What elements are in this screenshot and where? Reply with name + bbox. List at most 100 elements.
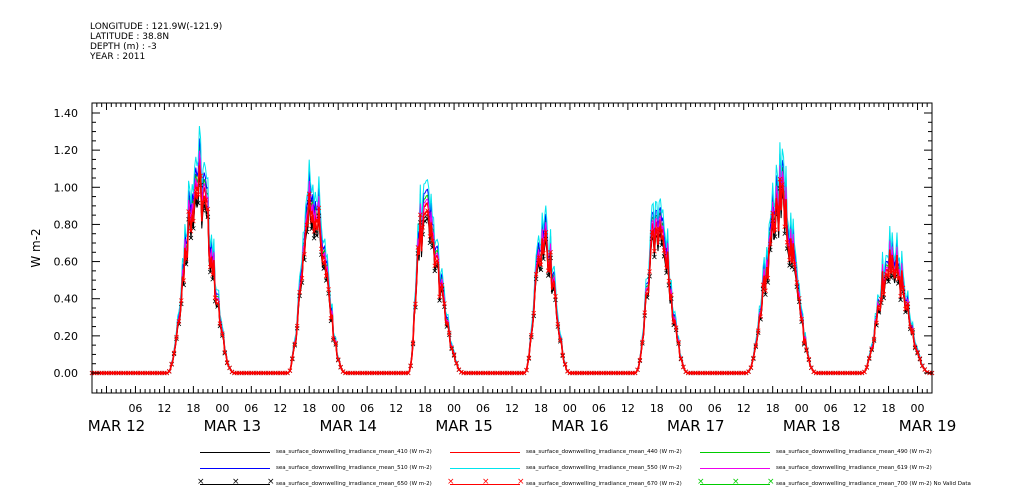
series-marker-7	[444, 322, 450, 327]
series-marker-7	[335, 357, 341, 362]
series-marker-7	[881, 292, 887, 297]
series-marker-7	[770, 210, 775, 216]
series-marker-7	[217, 321, 223, 326]
series-marker-7	[864, 364, 870, 370]
series-marker-7	[439, 282, 445, 288]
x-hour-label: 00	[911, 402, 925, 415]
series-marker-7	[743, 370, 749, 376]
series-marker-7	[555, 322, 561, 327]
axis-layer: 0.00 0.20 0.40 0.60 0.80 1.00 1.20 1.40 06 12 18 00…	[54, 103, 956, 435]
series-marker-7	[536, 255, 541, 260]
legend-swatch	[700, 447, 770, 457]
x-hour-label: 12	[273, 402, 287, 415]
series-marker-7	[871, 336, 877, 342]
series-marker-7	[533, 272, 539, 277]
series-marker-7	[183, 256, 189, 262]
x-hour-label: 18	[650, 402, 664, 415]
series-marker-6	[437, 298, 442, 303]
series-marker-7	[748, 365, 754, 370]
legend-swatch	[200, 447, 270, 457]
series-marker-7	[755, 328, 761, 333]
x-day-label: MAR 15	[435, 417, 492, 435]
legend-swatch	[450, 463, 520, 473]
series-marker-7	[417, 212, 423, 218]
series-marker-7	[446, 330, 452, 336]
x-hour-label: 12	[853, 402, 867, 415]
series-line-4	[92, 125, 932, 374]
x-hour-label: 06	[244, 402, 258, 415]
series-marker-7	[227, 365, 232, 371]
series-marker-7	[292, 341, 298, 347]
series-marker-7	[635, 367, 640, 373]
series-marker-6	[886, 279, 891, 285]
latitude-text: LATITUDE : 38.8N	[90, 32, 170, 42]
legend-item: sea_surface_downwelling_irradiance_mean_…	[450, 460, 682, 476]
series-marker-7	[811, 369, 817, 375]
x-hour-label: 06	[708, 402, 722, 415]
series-marker-7	[449, 345, 454, 350]
series-marker-6	[195, 200, 201, 206]
series-marker-7	[529, 333, 534, 338]
series-marker-7	[299, 275, 305, 281]
x-hour-label: 18	[418, 402, 432, 415]
series-marker-7	[451, 352, 457, 357]
series-marker-7	[806, 356, 812, 362]
series-marker-7	[775, 204, 780, 210]
series-marker-7	[331, 336, 336, 341]
series-marker-6	[782, 231, 788, 236]
series-marker-7	[765, 275, 771, 281]
series-marker-7	[319, 246, 324, 252]
series-marker-7	[169, 361, 174, 367]
legend-item: sea_surface_downwelling_irradiance_mean_…	[200, 460, 432, 476]
series-marker-7	[321, 261, 327, 266]
x-hour-label: 06	[592, 402, 606, 415]
series-marker-7	[304, 222, 310, 228]
metadata-header: LONGITUDE : 121.9W(-121.9) LATITUDE : 38…	[90, 22, 222, 62]
series-marker-7	[794, 280, 800, 285]
x-hour-label: 18	[186, 402, 200, 415]
series-marker-7	[652, 248, 657, 254]
legend-label: sea_surface_downwelling_irradiance_mean_…	[276, 465, 432, 471]
irradiance-line-chart: 0.00 0.20 0.40 0.60 0.80 1.00 1.20 1.40 06 12 18 00…	[29, 102, 956, 435]
series-marker-7	[746, 369, 751, 374]
series-marker-7	[876, 307, 882, 312]
series-marker-7	[758, 314, 763, 319]
series-marker-7	[434, 258, 440, 264]
series-marker-6	[432, 268, 438, 274]
series-marker-7	[326, 287, 331, 292]
x-hour-label: 06	[128, 402, 142, 415]
series-marker-7	[676, 339, 681, 345]
series-marker-7	[888, 270, 894, 276]
y-tick-label: 0.60	[54, 256, 79, 269]
legend-item: sea_surface_downwelling_irradiance_mean_…	[700, 444, 932, 460]
series-marker-7	[632, 370, 638, 376]
series-marker-7	[405, 370, 411, 376]
series-marker-7	[767, 241, 773, 247]
series-marker-7	[222, 349, 228, 355]
series-marker-7	[220, 331, 225, 336]
series-marker-7	[164, 370, 170, 376]
legend-row: × × × sea_surface_downwelling_irradiance_me…	[197, 476, 980, 492]
x-hour-label: 06	[476, 402, 490, 415]
x-day-label: MAR 18	[783, 417, 840, 435]
legend-swatch	[450, 447, 520, 457]
series-marker-7	[866, 355, 872, 361]
legend-swatch: × × ×	[697, 477, 775, 487]
legend-row: sea_surface_downwelling_irradiance_mean_…	[200, 444, 980, 460]
x-day-label: MAR 12	[88, 417, 145, 435]
series-marker-7	[408, 363, 413, 368]
series-marker-7	[531, 310, 537, 316]
series-marker-7	[207, 264, 213, 270]
legend-label: sea_surface_downwelling_irradiance_mean_…	[776, 449, 932, 455]
series-marker-7	[191, 218, 196, 224]
series-marker-6	[314, 233, 319, 238]
x-hour-label: 00	[679, 402, 693, 415]
series-marker-7	[306, 191, 312, 197]
series-marker-7	[681, 364, 686, 370]
series-marker-7	[678, 356, 684, 361]
series-marker-7	[297, 289, 302, 295]
series-marker-7	[666, 278, 672, 284]
legend-item: × × × sea_surface_downwelling_irradiance_me…	[697, 476, 971, 492]
y-tick-label: 0.80	[54, 218, 79, 231]
x-hour-label: 18	[882, 402, 896, 415]
